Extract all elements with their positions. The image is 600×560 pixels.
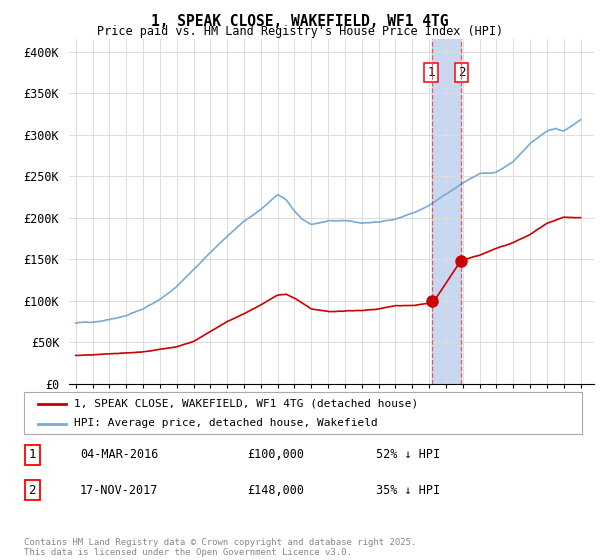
Text: Price paid vs. HM Land Registry's House Price Index (HPI): Price paid vs. HM Land Registry's House … xyxy=(97,25,503,38)
Text: 2: 2 xyxy=(29,483,36,497)
Text: 1, SPEAK CLOSE, WAKEFIELD, WF1 4TG: 1, SPEAK CLOSE, WAKEFIELD, WF1 4TG xyxy=(151,14,449,29)
Text: Contains HM Land Registry data © Crown copyright and database right 2025.
This d: Contains HM Land Registry data © Crown c… xyxy=(24,538,416,557)
Text: £100,000: £100,000 xyxy=(247,449,304,461)
Text: 04-MAR-2016: 04-MAR-2016 xyxy=(80,449,158,461)
FancyBboxPatch shape xyxy=(24,392,582,434)
Text: 2: 2 xyxy=(458,66,466,79)
Text: HPI: Average price, detached house, Wakefield: HPI: Average price, detached house, Wake… xyxy=(74,418,378,428)
Text: 35% ↓ HPI: 35% ↓ HPI xyxy=(376,483,440,497)
Text: 52% ↓ HPI: 52% ↓ HPI xyxy=(376,449,440,461)
Bar xyxy=(432,39,461,384)
Text: 1: 1 xyxy=(427,66,435,79)
Text: £148,000: £148,000 xyxy=(247,483,304,497)
Text: 17-NOV-2017: 17-NOV-2017 xyxy=(80,483,158,497)
Text: 1: 1 xyxy=(29,449,36,461)
Text: 1, SPEAK CLOSE, WAKEFIELD, WF1 4TG (detached house): 1, SPEAK CLOSE, WAKEFIELD, WF1 4TG (deta… xyxy=(74,399,418,409)
